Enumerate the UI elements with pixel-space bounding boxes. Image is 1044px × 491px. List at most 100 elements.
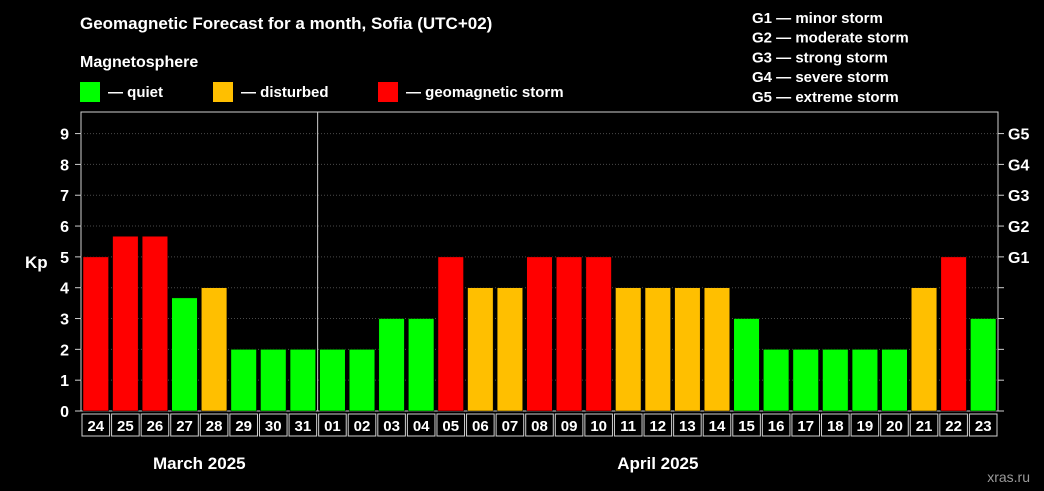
bar-15	[733, 318, 760, 412]
x-tick-box	[702, 413, 732, 437]
x-tick-label: 17	[797, 418, 814, 435]
legend-label: — disturbed	[241, 84, 329, 101]
bar-07	[496, 287, 523, 412]
bar-22	[940, 256, 967, 412]
bar-03	[378, 318, 405, 412]
x-tick-box	[525, 413, 554, 437]
bar-28	[201, 287, 228, 412]
bar-12	[644, 287, 671, 412]
y-tick-label: 7	[60, 188, 69, 205]
x-tick-label: 30	[265, 418, 282, 435]
y-tick-label: 1	[60, 373, 69, 390]
legend-swatch	[80, 82, 100, 102]
x-tick-label: 01	[324, 418, 341, 435]
y-tick-label: 4	[60, 281, 69, 298]
x-tick-box	[347, 413, 377, 437]
x-tick-box	[880, 413, 909, 437]
x-tick-box	[791, 413, 821, 437]
x-tick-box	[288, 413, 318, 437]
g-level-label: G4	[1008, 157, 1029, 174]
x-tick-box	[554, 413, 584, 437]
x-tick-box	[258, 413, 288, 437]
x-tick-box	[939, 413, 968, 437]
bar-13	[674, 287, 701, 412]
x-tick-label: 31	[295, 418, 312, 435]
bar-25	[112, 235, 139, 412]
x-tick-box	[436, 413, 466, 437]
x-tick-box	[821, 413, 850, 437]
x-tick-label: 21	[916, 418, 933, 435]
x-tick-box	[406, 413, 436, 437]
x-tick-box	[850, 413, 880, 437]
x-tick-label: 09	[561, 418, 578, 435]
bar-08	[526, 256, 553, 412]
x-tick-label: 03	[383, 418, 400, 435]
storm-scale-item: G1 — minor storm	[752, 10, 883, 27]
storm-scale-item: G5 — extreme storm	[752, 89, 899, 106]
x-tick-label: 23	[975, 418, 992, 435]
bar-06	[467, 287, 494, 412]
bar-30	[260, 349, 287, 412]
storm-scale-legend: G1 — minor storm G2 — moderate storm G3 — …	[752, 10, 909, 106]
y-tick-label: 6	[60, 219, 69, 236]
x-tick-label: 22	[945, 418, 962, 435]
x-tick-label: 07	[502, 418, 519, 435]
bar-01	[319, 349, 346, 412]
bar-21	[911, 287, 938, 412]
g-level-label: G3	[1008, 188, 1029, 205]
chart-subtitle: Magnetosphere	[80, 54, 198, 71]
g-level-label: G2	[1008, 219, 1029, 236]
storm-scale-item: G3 — strong storm	[752, 49, 888, 66]
legend-swatch	[378, 82, 398, 102]
month-label: March 2025	[153, 454, 246, 473]
x-tick-label: 26	[147, 418, 164, 435]
bar-19	[851, 349, 878, 412]
chart-title: Geomagnetic Forecast for a month, Sofia …	[80, 14, 492, 33]
month-label: April 2025	[617, 454, 698, 473]
x-tick-label: 29	[235, 418, 252, 435]
x-tick-label: 24	[87, 418, 104, 435]
y-tick-label: 2	[60, 342, 69, 359]
x-tick-box	[732, 413, 761, 437]
x-tick-box	[111, 413, 140, 437]
bar-16	[763, 349, 790, 412]
bar-20	[881, 349, 908, 412]
bar-24	[82, 256, 109, 412]
x-tick-label: 06	[472, 418, 489, 435]
legend-swatch	[213, 82, 233, 102]
y-tick-label: 5	[60, 250, 69, 267]
x-tick-box	[643, 413, 673, 437]
x-tick-box	[377, 413, 406, 437]
x-tick-label: 08	[531, 418, 548, 435]
legend: — quiet — disturbed — geomagnetic storm	[80, 82, 564, 102]
y-axis-label: Kp	[25, 253, 48, 272]
x-tick-label: 13	[679, 418, 696, 435]
legend-label: — geomagnetic storm	[406, 84, 564, 101]
bar-04	[408, 318, 435, 412]
x-tick-label: 14	[709, 418, 726, 435]
bar-05	[437, 256, 464, 412]
x-tick-box	[909, 413, 939, 437]
bar-11	[615, 287, 642, 412]
y-tick-label: 0	[60, 404, 69, 421]
x-tick-label: 28	[206, 418, 223, 435]
bar-02	[348, 349, 376, 412]
g-level-label: G5	[1008, 127, 1029, 144]
y-tick-label: 9	[60, 127, 69, 144]
y-tick-label: 8	[60, 157, 69, 174]
x-tick-label: 10	[590, 418, 607, 435]
x-tick-label: 25	[117, 418, 134, 435]
x-tick-box	[170, 413, 199, 437]
bar-31	[289, 349, 316, 412]
x-tick-label: 11	[620, 418, 636, 435]
watermark: xras.ru	[987, 469, 1030, 485]
x-tick-box	[495, 413, 525, 437]
x-tick-label: 04	[413, 418, 430, 435]
x-tick-box	[673, 413, 702, 437]
bar-17	[792, 349, 819, 412]
bar-26	[141, 235, 168, 412]
x-tick-box	[318, 413, 347, 437]
legend-label: — quiet	[108, 84, 163, 101]
y-tick-label: 3	[60, 312, 69, 329]
